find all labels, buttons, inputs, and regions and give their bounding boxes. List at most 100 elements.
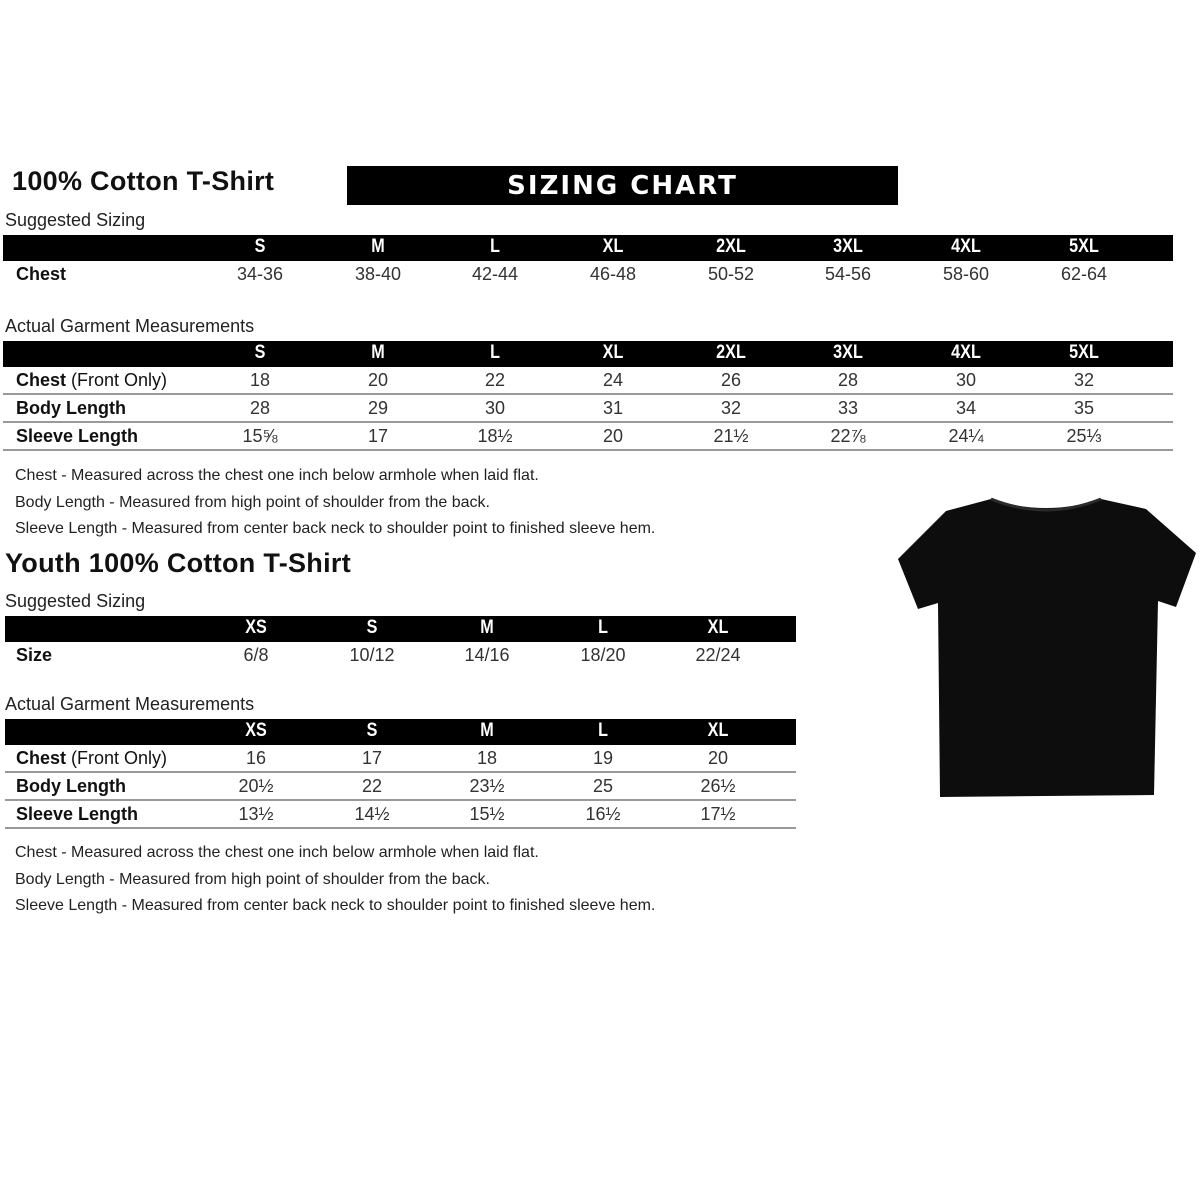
size-header: L <box>490 236 500 257</box>
size-header: M <box>371 342 385 363</box>
youth-actual-header-bar <box>5 719 796 745</box>
size-header: 3XL <box>833 342 863 363</box>
table-cell: 32 <box>720 398 742 418</box>
size-header: S <box>254 236 266 257</box>
table-cell: 14/16 <box>464 645 510 665</box>
youth-suggested-label: Suggested Sizing <box>5 591 146 611</box>
black-tshirt-image <box>898 497 1196 797</box>
table-cell: 22/24 <box>695 645 741 665</box>
table-cell: 31 <box>602 398 624 418</box>
table-cell: 26½ <box>700 776 736 796</box>
table-cell: 14½ <box>354 804 390 824</box>
row-label: Body Length <box>16 398 126 419</box>
table-cell: 62-64 <box>1060 264 1108 284</box>
table-cell: 6/8 <box>243 645 269 665</box>
row-label-main: Chest <box>16 370 67 390</box>
size-header: XL <box>602 342 624 363</box>
table-cell: 28 <box>249 398 271 418</box>
table-cell: 34-36 <box>236 264 284 284</box>
size-header: XL <box>707 720 729 741</box>
size-header: 5XL <box>1069 342 1099 363</box>
table-cell: 20 <box>602 426 624 446</box>
row-label: Body Length <box>16 776 126 797</box>
table-cell: 30 <box>484 398 506 418</box>
row-label: Sleeve Length <box>16 426 138 447</box>
table-cell: 29 <box>367 398 389 418</box>
row-label-main: Sleeve Length <box>16 426 139 446</box>
size-header: S <box>366 617 378 638</box>
row-divider <box>3 421 1173 423</box>
size-header: 2XL <box>716 342 746 363</box>
row-divider <box>5 827 796 829</box>
youth-suggested-header-bar <box>5 616 796 642</box>
table-cell: 10/12 <box>349 645 395 665</box>
table-cell: 17½ <box>700 804 736 824</box>
measurement-note: Sleeve Length - Measured from center bac… <box>15 520 656 537</box>
table-cell: 50-52 <box>707 264 755 284</box>
table-cell: 58-60 <box>942 264 990 284</box>
table-cell: 18 <box>249 370 271 390</box>
row-divider <box>3 393 1173 395</box>
row-label-suffix: (Front Only) <box>66 370 168 390</box>
table-cell: 46-48 <box>589 264 637 284</box>
row-label-main: Body Length <box>16 398 126 418</box>
adult-suggested-label: Suggested Sizing <box>5 210 146 230</box>
row-label: Chest (Front Only) <box>16 748 167 769</box>
row-label: Size <box>16 645 53 665</box>
table-cell: 16½ <box>585 804 621 824</box>
size-header: S <box>254 342 266 363</box>
size-header: L <box>490 342 500 363</box>
table-cell: 22⅞ <box>830 426 866 446</box>
table-cell: 24 <box>602 370 624 390</box>
table-cell: 33 <box>837 398 859 418</box>
table-cell: 30 <box>955 370 977 390</box>
adult-suggested-header-bar <box>3 235 1173 261</box>
table-cell: 22 <box>484 370 506 390</box>
table-cell: 20 <box>367 370 389 390</box>
measurement-note: Body Length - Measured from high point o… <box>15 870 490 888</box>
youth-actual-label: Actual Garment Measurements <box>5 694 255 714</box>
table-cell: 42-44 <box>471 264 519 284</box>
table-cell: 34 <box>955 398 977 418</box>
row-label: Chest <box>16 264 67 284</box>
table-cell: 17 <box>361 748 383 768</box>
tshirt-shape <box>898 499 1196 797</box>
row-label: Chest (Front Only) <box>16 370 167 391</box>
table-cell: 22 <box>361 776 383 796</box>
table-cell: 18/20 <box>580 645 626 665</box>
table-cell: 54-56 <box>824 264 872 284</box>
row-label-main: Chest <box>16 748 67 768</box>
tshirt-collar <box>990 497 1102 512</box>
size-header: 4XL <box>951 342 981 363</box>
row-divider <box>5 771 796 773</box>
table-cell: 28 <box>837 370 859 390</box>
size-header: XL <box>602 236 624 257</box>
size-header: 3XL <box>833 236 863 257</box>
adult-title: 100% Cotton T-Shirt <box>12 166 275 196</box>
size-header: M <box>480 720 494 741</box>
adult-actual-header-bar <box>3 341 1173 367</box>
size-header: L <box>598 617 608 638</box>
row-divider <box>5 799 796 801</box>
table-cell: 17 <box>367 426 389 446</box>
size-header: XL <box>707 617 729 638</box>
adult-actual-label: Actual Garment Measurements <box>5 316 255 336</box>
table-cell: 23½ <box>469 776 505 796</box>
row-label-main: Sleeve Length <box>16 804 139 824</box>
table-cell: 18 <box>476 748 498 768</box>
table-cell: 32 <box>1073 370 1095 390</box>
table-cell: 21½ <box>713 426 749 446</box>
table-cell: 18½ <box>477 426 513 446</box>
size-header: XS <box>245 617 267 638</box>
table-cell: 19 <box>592 748 614 768</box>
size-header: XS <box>245 720 267 741</box>
table-cell: 20 <box>707 748 729 768</box>
table-cell: 25⅓ <box>1066 426 1102 446</box>
table-cell: 13½ <box>238 804 274 824</box>
size-header: M <box>480 617 494 638</box>
row-label-suffix: (Front Only) <box>66 748 168 768</box>
row-label: Sleeve Length <box>16 804 138 825</box>
measurement-note: Body Length - Measured from high point o… <box>15 493 490 511</box>
size-header: 4XL <box>951 236 981 257</box>
